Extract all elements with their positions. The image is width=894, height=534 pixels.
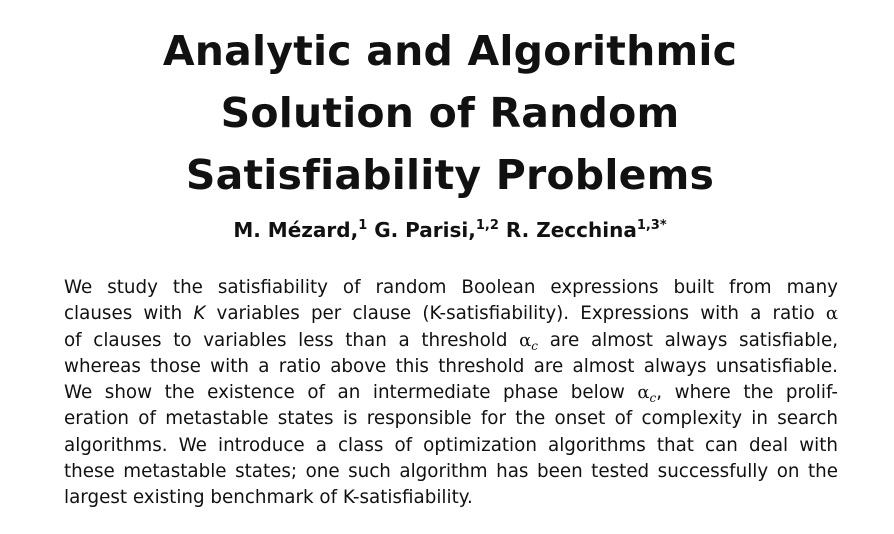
abstract-text: are almost always satisfiable,: [538, 329, 839, 351]
title-line-3: Satisfiability Problems: [185, 151, 715, 199]
abstract-text: variables per clause (K-satisfiability).…: [205, 303, 826, 325]
abstract-line: of clauses to variables less than a thre…: [64, 328, 838, 354]
alpha-symbol: α: [637, 382, 650, 404]
author-name-2: G. Parisi,: [374, 218, 476, 242]
abstract: We study the satisfiability of random Bo…: [64, 275, 838, 512]
alpha-symbol: α: [825, 303, 838, 325]
abstract-text: We show the existence of an intermediate…: [64, 382, 638, 404]
abstract-text: of clauses to variables less than a thre…: [64, 329, 520, 351]
abstract-line: these metastable states; one such algori…: [64, 461, 838, 483]
abstract-text: clauses with: [64, 303, 194, 325]
title-line-1: Analytic and Algorithmic: [162, 27, 738, 75]
alpha-c-symbol: αc: [519, 329, 539, 353]
abstract-line: We show the existence of an intermediate…: [64, 380, 838, 406]
variable-k: K: [193, 303, 206, 325]
abstract-line: largest existing benchmark of K-satisfia…: [64, 487, 473, 509]
abstract-line: whereas those with a ratio above this th…: [64, 355, 838, 377]
title-line-2: Solution of Random: [220, 89, 680, 137]
alpha-c-symbol: αc: [637, 382, 657, 406]
author-name-3: R. Zecchina: [505, 218, 637, 242]
author-name-1: M. Mézard,: [233, 218, 359, 242]
abstract-line: algorithms. We introduce a class of opti…: [64, 434, 838, 456]
abstract-line: clauses with K variables per clause (K-s…: [64, 301, 838, 327]
abstract-text: , where the prolif-: [656, 382, 838, 404]
subscript-c: c: [531, 338, 539, 353]
author-affiliation-2: 1,2: [475, 218, 499, 233]
abstract-line: We study the satisfiability of random Bo…: [64, 277, 838, 298]
abstract-line: eration of metastable states is responsi…: [64, 408, 838, 430]
alpha-symbol: α: [519, 329, 532, 351]
author-affiliation-3: 1,3*: [636, 218, 667, 233]
subscript-c: c: [649, 391, 657, 406]
paper-title: Analytic and Algorithmic Solution of Ran…: [60, 20, 840, 206]
author-affiliation-1: 1: [358, 218, 368, 233]
author-list: M. Mézard,1 G. Parisi,1,2 R. Zecchina1,3…: [60, 214, 840, 246]
